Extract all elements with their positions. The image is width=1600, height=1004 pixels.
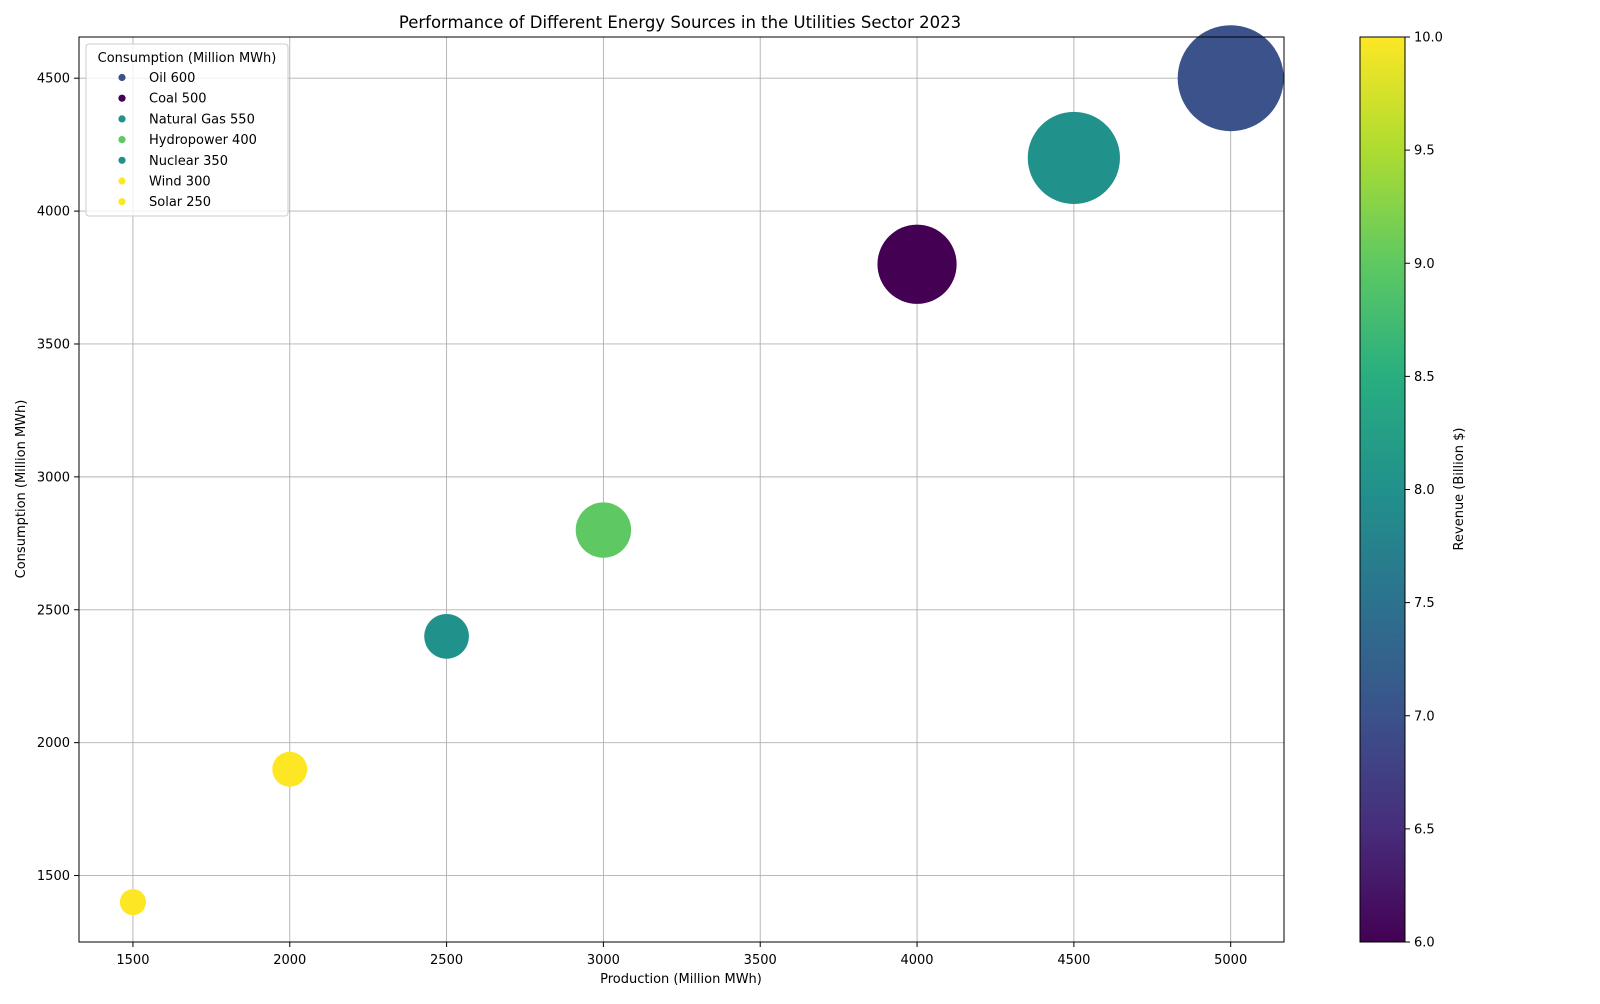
bubble-hydropower <box>575 502 632 558</box>
bubble-wind <box>272 751 308 787</box>
bubble-nuclear <box>424 613 469 659</box>
colorbar-tick-label: 7.0 <box>1414 709 1435 724</box>
y-tick-label: 4500 <box>37 72 70 87</box>
legend-box <box>85 43 289 217</box>
legend-label: Natural Gas 550 <box>149 112 255 127</box>
y-axis-ticks: 1500 2000 2500 3000 3500 4000 4500 <box>37 72 79 884</box>
y-tick-label: 4000 <box>37 205 70 220</box>
legend-marker <box>118 94 126 102</box>
colorbar-tick-label: 9.5 <box>1414 144 1435 159</box>
colorbar-tick-label: 9.0 <box>1414 257 1435 272</box>
bubble-natural-gas <box>1027 111 1120 205</box>
colorbar-tick-label: 8.0 <box>1414 483 1435 498</box>
bubble-solar <box>119 889 147 916</box>
legend-label: Solar 250 <box>149 195 211 210</box>
y-tick-label: 1500 <box>37 869 70 884</box>
colorbar-ticks: 6.0 6.5 7.0 7.5 8.0 8.5 9.0 9.5 10.0 <box>1405 31 1443 951</box>
x-tick-label: 3000 <box>587 953 620 968</box>
y-tick-label: 3500 <box>37 337 70 352</box>
legend-label: Coal 500 <box>149 92 207 107</box>
legend-marker <box>118 136 126 144</box>
colorbar-gradient <box>1359 36 1406 943</box>
bubble-oil <box>1177 25 1284 132</box>
bubble-coal <box>877 224 957 304</box>
colorbar-tick-label: 6.0 <box>1414 936 1435 951</box>
legend-marker <box>118 73 126 82</box>
legend-marker <box>118 177 126 185</box>
x-tick-label: 4000 <box>900 953 933 968</box>
y-tick-label: 2000 <box>37 736 70 751</box>
colorbar-tick-label: 7.5 <box>1414 596 1435 611</box>
plot-frame <box>78 36 1285 943</box>
legend-label: Wind 300 <box>149 175 211 190</box>
legend-label: Oil 600 <box>149 71 195 86</box>
x-tick-label: 4500 <box>1057 953 1090 968</box>
x-axis-label: Production (Million MWh) <box>600 972 762 987</box>
colorbar-label: Revenue (Billion $) <box>1452 428 1467 551</box>
x-tick-label: 2000 <box>273 953 306 968</box>
colorbar-tick-label: 10.0 <box>1414 31 1443 46</box>
x-tick-label: 5000 <box>1214 953 1247 968</box>
x-tick-label: 3500 <box>744 953 777 968</box>
x-tick-label: 2500 <box>430 953 463 968</box>
legend-marker <box>118 115 126 123</box>
legend-marker <box>118 156 126 164</box>
bubbles <box>119 25 1284 916</box>
y-axis-label: Consumption (Million MWh) <box>14 400 29 579</box>
colorbar: 6.0 6.5 7.0 7.5 8.0 8.5 9.0 9.5 10.0 Revenue (Bi… <box>1359 31 1467 951</box>
legend-title: Consumption (Million MWh) <box>98 51 277 66</box>
legend: Consumption (Million MWh) Oil 600 Coal 50… <box>85 43 289 217</box>
x-axis-ticks: 1500 2000 2500 3000 3500 4000 4500 5000 <box>116 942 1247 968</box>
legend-items: Oil 600 Coal 500 Natural Gas 550 Hydropower… <box>118 71 257 210</box>
legend-marker <box>118 198 126 206</box>
colorbar-tick-label: 8.5 <box>1414 370 1435 385</box>
y-tick-label: 3000 <box>37 470 70 485</box>
y-tick-label: 2500 <box>37 603 70 618</box>
legend-label: Nuclear 350 <box>149 154 228 169</box>
grid <box>79 37 1284 942</box>
colorbar-tick-label: 6.5 <box>1414 822 1435 837</box>
legend-label: Hydropower 400 <box>149 133 257 148</box>
x-tick-label: 1500 <box>116 953 149 968</box>
chart-title: Performance of Different Energy Sources … <box>399 13 961 32</box>
